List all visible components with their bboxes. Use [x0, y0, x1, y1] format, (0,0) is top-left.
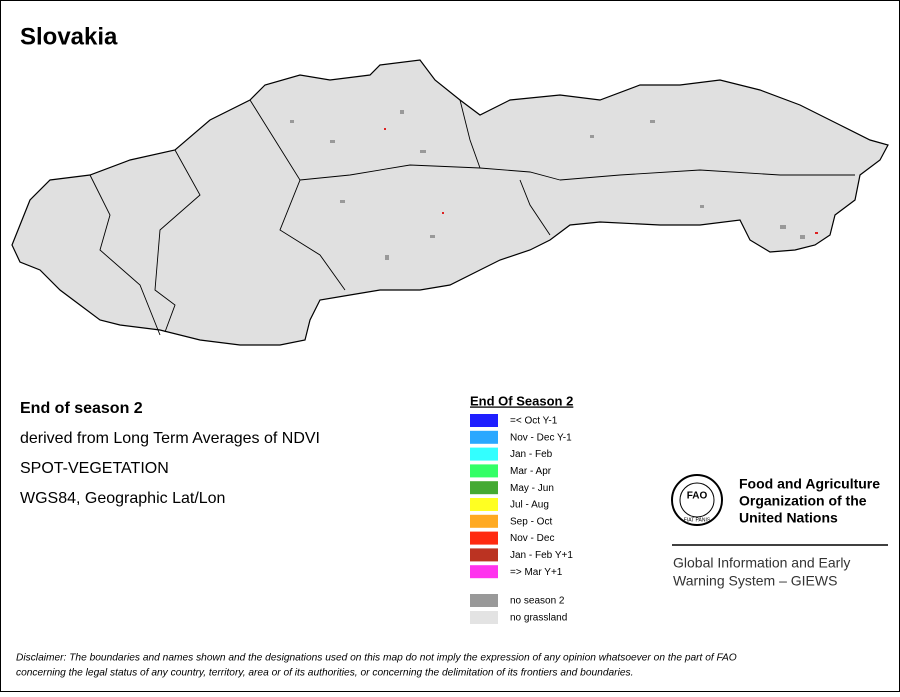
region-boundaries	[89, 99, 855, 336]
info-line: derived from Long Term Averages of NDVI	[20, 430, 320, 447]
legend-swatch	[470, 464, 498, 478]
legend-label: May - Jun	[510, 483, 554, 494]
org-name: Organization of the	[739, 493, 867, 509]
fao-logo: FAO FIAT PANIS Food and AgricultureOrgan…	[671, 474, 888, 589]
seal-top: FAO	[687, 491, 708, 502]
legend-label: =< Oct Y-1	[510, 416, 558, 427]
legend-label: no season 2	[510, 596, 565, 607]
legend-label: Nov - Dec Y-1	[510, 432, 572, 443]
system-name: Global Information and Early	[673, 555, 850, 571]
legend-swatch	[470, 481, 498, 495]
legend-swatch	[470, 514, 498, 528]
org-name: United Nations	[739, 510, 838, 526]
legend-label: Mar - Apr	[510, 466, 552, 477]
legend-swatch	[470, 611, 498, 624]
disclaimer-line: concerning the legal status of any count…	[16, 668, 633, 679]
country-map	[11, 59, 889, 346]
legend-label: => Mar Y+1	[510, 567, 563, 578]
legend-swatch	[470, 548, 498, 562]
legend-label: no grassland	[510, 613, 567, 624]
legend-swatch	[470, 565, 498, 579]
legend-title: End Of Season 2	[470, 393, 573, 408]
map-info: End of season 2 derived from Long Term A…	[20, 400, 320, 507]
legend-swatch	[470, 531, 498, 545]
disclaimer-line: Disclaimer: The boundaries and names sho…	[16, 653, 737, 664]
disclaimer: Disclaimer: The boundaries and names sho…	[16, 653, 737, 679]
info-heading: End of season 2	[20, 400, 143, 417]
seal-bottom: FIAT PANIS	[684, 517, 711, 523]
seal-ring	[671, 474, 723, 526]
map-title: Slovakia	[20, 23, 118, 50]
legend-label: Jan - Feb	[510, 449, 553, 460]
legend-swatch	[470, 430, 498, 444]
legend-swatch	[470, 498, 498, 511]
legend-label: Nov - Dec	[510, 533, 554, 544]
legend-label: Jan - Feb Y+1	[510, 550, 573, 561]
legend-swatch	[470, 447, 498, 461]
country-outline	[11, 59, 889, 346]
seal-inner	[679, 482, 715, 518]
legend-swatch	[470, 594, 498, 607]
legend-label: Sep - Oct	[510, 516, 552, 527]
legend: End Of Season 2 =< Oct Y-1 Nov - Dec Y-1 J…	[470, 393, 573, 624]
legend-swatch	[470, 414, 498, 427]
no-season-patches	[290, 110, 805, 260]
season-end-spots	[384, 128, 818, 234]
org-name: Food and Agriculture	[739, 476, 880, 492]
info-line: WGS84, Geographic Lat/Lon	[20, 490, 225, 507]
info-line: SPOT-VEGETATION	[20, 460, 169, 477]
legend-label: Jul - Aug	[510, 500, 549, 511]
system-name: Warning System – GIEWS	[673, 573, 837, 589]
